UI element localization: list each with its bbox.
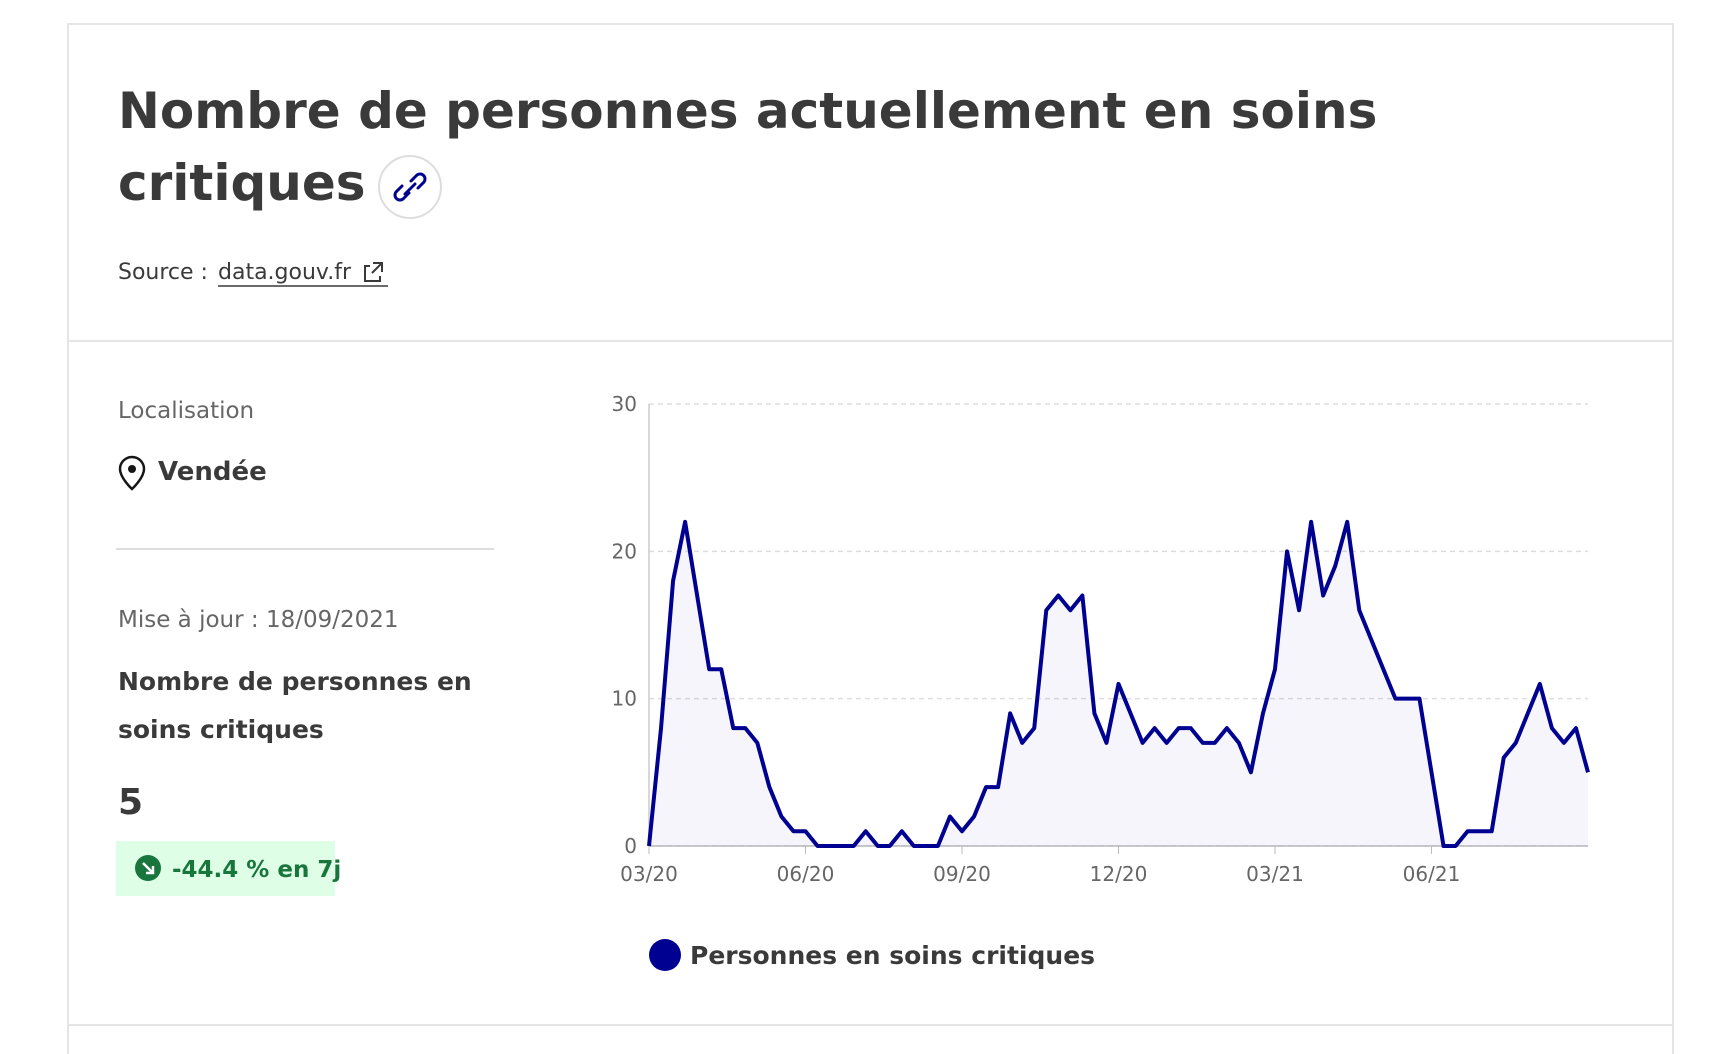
location: Vendée	[158, 457, 267, 487]
legend-swatch	[649, 939, 681, 971]
y-tick-label: 20	[612, 539, 637, 563]
x-tick-label: 03/20	[620, 862, 678, 886]
x-tick-label: 09/20	[933, 862, 991, 886]
updated: Mise à jour : 18/09/2021	[118, 607, 399, 633]
card	[67, 23, 1674, 1054]
source-link[interactable]: data.gouv.fr	[218, 260, 352, 285]
indicator: Nombre de personnes en	[118, 667, 472, 696]
x-tick-label: 06/20	[777, 862, 835, 886]
external-icon	[364, 262, 383, 282]
source-label: Source :	[118, 260, 208, 285]
line	[647, 519, 1590, 848]
location-label: Localisation	[118, 398, 254, 424]
y-tick-label: 0	[624, 834, 637, 858]
trend-arrow	[142, 862, 155, 875]
title: Nombre de personnes actuellement en soin…	[118, 82, 1377, 140]
link-button[interactable]	[378, 155, 442, 219]
pin-dot	[128, 465, 136, 473]
title: critiques	[118, 154, 366, 212]
x-tick-label: 12/20	[1090, 862, 1148, 886]
indicator: soins critiques	[118, 715, 324, 744]
x-tick-label: 06/21	[1403, 862, 1461, 886]
value: 5	[118, 782, 143, 823]
trend: -44.4 % en 7j	[172, 857, 341, 883]
legend-label: Personnes en soins critiques	[690, 941, 1095, 970]
y-tick-label: 30	[612, 392, 637, 416]
x-tick-label: 03/21	[1246, 862, 1304, 886]
y-tick-label: 10	[612, 687, 637, 711]
chart: 0 10 20 30 03/20 06/20 09/20 12/20 03/21 06/21 Per…	[612, 392, 1590, 971]
pin-icon	[118, 455, 146, 491]
